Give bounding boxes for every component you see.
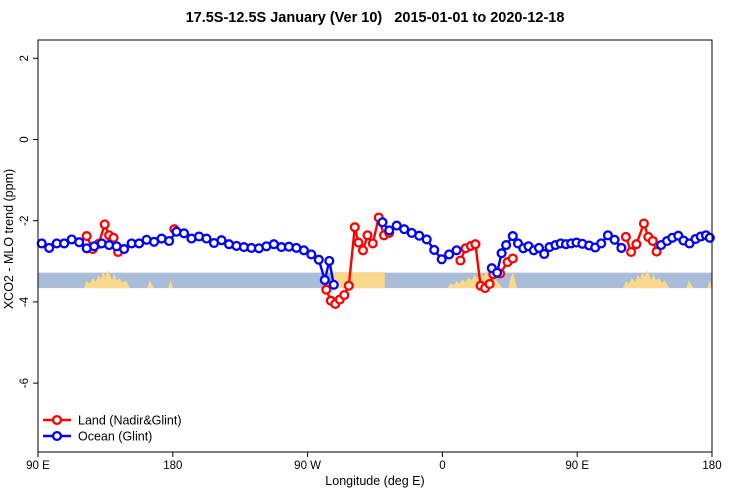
data-point-ocean [539, 248, 550, 260]
data-point-ocean [496, 248, 507, 259]
data-point-ocean [201, 233, 212, 244]
data-point-land [470, 239, 481, 250]
data-point-ocean [306, 249, 317, 260]
data-point-ocean [59, 238, 70, 249]
data-point-land [507, 253, 518, 264]
data-point-ocean [609, 234, 620, 245]
data-point-ocean [298, 245, 309, 256]
data-point-land [349, 222, 360, 233]
data-point-land [339, 289, 350, 301]
data-point-land [626, 246, 637, 258]
data-point-ocean [391, 220, 402, 231]
legend-marker [51, 414, 63, 426]
data-point-ocean [313, 254, 324, 265]
data-point-land [638, 218, 649, 229]
land-strip-australia-pass2 [622, 269, 670, 289]
data-point-ocean [134, 238, 145, 249]
land-strip-australia-pass1 [83, 269, 131, 289]
y-tick-label: 2 [19, 55, 31, 61]
x-tick-label: 180 [702, 460, 721, 472]
data-point-land [343, 280, 354, 291]
x-tick-label: 90 W [294, 460, 321, 472]
data-point-land [455, 255, 466, 266]
data-point-land [108, 232, 119, 243]
land-strip-fiji-pass2 [707, 279, 712, 289]
land-strip-new-caledonia-pass2 [686, 280, 694, 289]
data-point-ocean [178, 228, 190, 239]
x-tick-label: 0 [439, 460, 445, 472]
plot-border [37, 39, 713, 453]
data-point-land [321, 284, 332, 295]
data-point-ocean [501, 240, 512, 251]
data-point-land [651, 246, 662, 257]
data-point-land [362, 230, 373, 241]
data-point-land [99, 219, 110, 230]
land-strip-new-caledonia-pass1 [147, 280, 155, 289]
data-point-land [484, 278, 495, 290]
legend-label: Land (Nadir&Glint) [78, 414, 182, 428]
legend-label: Ocean (Glint) [78, 430, 152, 444]
data-point-ocean [384, 225, 395, 236]
land-strip-madagascar [508, 271, 518, 289]
data-point-ocean [164, 235, 175, 247]
data-point-land [647, 235, 658, 247]
x-tick-label: 180 [163, 460, 182, 472]
data-point-ocean [44, 242, 55, 253]
series-ocean [36, 217, 715, 290]
data-point-land [357, 245, 369, 256]
chart-title: 17.5S-12.5S January (Ver 10) 2015-01-01 … [185, 10, 565, 26]
data-point-ocean [616, 242, 627, 253]
data-point-ocean [74, 237, 85, 248]
data-point-ocean [444, 249, 455, 260]
data-point-ocean [602, 230, 613, 241]
data-point-ocean [36, 238, 47, 249]
x-axis-title: Longitude (deg E) [325, 474, 424, 488]
data-point-ocean [399, 224, 410, 235]
data-point-ocean [414, 230, 425, 241]
data-point-ocean [451, 245, 462, 256]
data-point-ocean [421, 234, 432, 245]
series-land [81, 212, 662, 309]
legend: Land (Nadir&Glint) Ocean (Glint) [43, 414, 182, 444]
data-point-ocean [492, 267, 503, 278]
data-point-ocean [328, 279, 339, 290]
data-point-ocean [704, 232, 715, 243]
data-point-land [620, 231, 631, 242]
y-tick-label: -2 [19, 216, 31, 226]
y-axis-title: XCO2 - MLO trend (ppm) [2, 169, 16, 309]
data-point-ocean [119, 244, 130, 255]
data-point-ocean [429, 244, 440, 255]
data-point-ocean [507, 231, 518, 242]
land-strip-fiji-pass1 [168, 279, 173, 289]
x-tick-label: 90 E [26, 460, 50, 472]
y-tick-label: -6 [19, 378, 31, 388]
data-point-ocean [319, 274, 330, 286]
data-point-ocean [324, 255, 335, 266]
data-point-ocean [216, 235, 227, 246]
data-point-ocean [436, 254, 447, 265]
data-point-land [367, 238, 378, 249]
data-point-ocean [596, 238, 607, 249]
y-tick-label: 0 [19, 136, 31, 142]
x-tick-label: 90 E [565, 460, 589, 472]
data-point-ocean [533, 242, 545, 253]
data-point-land [631, 239, 642, 250]
data-point-land [81, 231, 92, 242]
legend-marker [51, 430, 63, 442]
data-point-land [353, 237, 364, 248]
data-point-ocean [377, 217, 388, 228]
land-strip-south-america [332, 272, 385, 289]
y-tick-label: -4 [19, 296, 31, 307]
